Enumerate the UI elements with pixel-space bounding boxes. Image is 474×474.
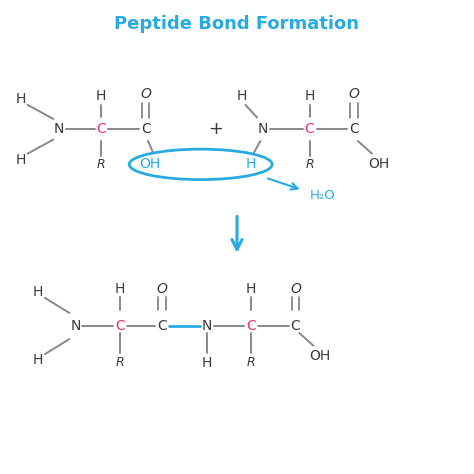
- Text: C: C: [115, 319, 125, 333]
- Text: C: C: [96, 122, 106, 136]
- Text: C: C: [246, 319, 256, 333]
- Text: C: C: [305, 122, 314, 136]
- Text: H: H: [201, 356, 212, 370]
- Text: H: H: [115, 283, 125, 296]
- Text: H: H: [246, 157, 256, 172]
- Text: H: H: [96, 90, 106, 103]
- Text: O: O: [140, 87, 151, 101]
- Text: C: C: [157, 319, 167, 333]
- Text: H: H: [33, 285, 43, 299]
- Text: OH: OH: [368, 157, 389, 172]
- Text: H₂O: H₂O: [310, 189, 336, 202]
- Text: R: R: [247, 356, 255, 369]
- Text: OH: OH: [310, 349, 330, 364]
- Text: Peptide Bond Formation: Peptide Bond Formation: [115, 15, 359, 33]
- Text: O: O: [156, 282, 167, 295]
- Text: O: O: [290, 282, 301, 295]
- Text: R: R: [116, 356, 124, 369]
- Text: R: R: [97, 158, 105, 171]
- Text: OH: OH: [140, 157, 161, 172]
- Text: N: N: [201, 319, 212, 333]
- Text: H: H: [33, 353, 43, 367]
- Text: C: C: [141, 122, 151, 136]
- Text: N: N: [257, 122, 268, 136]
- Text: R: R: [305, 158, 314, 171]
- Text: H: H: [237, 90, 247, 103]
- Text: C: C: [349, 122, 359, 136]
- Text: H: H: [246, 283, 256, 296]
- Text: O: O: [349, 87, 360, 101]
- Text: C: C: [291, 319, 301, 333]
- Text: N: N: [70, 319, 81, 333]
- Text: H: H: [15, 153, 26, 167]
- Text: H: H: [304, 90, 315, 103]
- Text: N: N: [54, 122, 64, 136]
- Text: +: +: [209, 120, 223, 138]
- Text: H: H: [15, 92, 26, 106]
